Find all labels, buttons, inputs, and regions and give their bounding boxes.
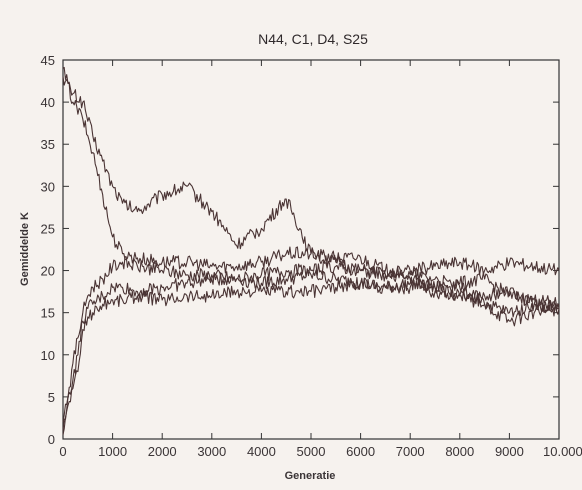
series-line: [62, 269, 560, 423]
y-tick-label: 45: [41, 53, 55, 68]
series-line: [62, 66, 560, 327]
y-tick-label: 10: [41, 348, 55, 363]
series-line: [62, 277, 560, 435]
x-tick-label: 4000: [247, 444, 276, 459]
x-tick-label: 9000: [495, 444, 524, 459]
y-tick-label: 20: [41, 264, 55, 279]
y-tick-label: 0: [48, 432, 55, 447]
y-tick-label: 40: [41, 95, 55, 110]
x-tick-label: 7000: [396, 444, 425, 459]
x-tick-label: 1000: [98, 444, 127, 459]
series-line: [62, 76, 560, 318]
x-tick-label: 3000: [197, 444, 226, 459]
x-tick-label: 0: [59, 444, 66, 459]
x-tick-label: 5000: [297, 444, 326, 459]
series-line: [62, 256, 560, 431]
series-layer: [62, 66, 560, 435]
y-tick-label: 15: [41, 306, 55, 321]
x-tick-label: 8000: [445, 444, 474, 459]
y-tick-label: 35: [41, 137, 55, 152]
x-tick-label: 10.000: [543, 444, 582, 459]
y-tick-label: 5: [48, 390, 55, 405]
chart-title: N44, C1, D4, S25: [258, 31, 368, 47]
y-axis: 0 5 10 15 20 25 30 35 40 45: [41, 53, 559, 447]
plot-frame: [62, 59, 560, 440]
x-axis: 0 1000 2000 3000 4000 5000 6000 7000 8000 9000 10.…: [59, 60, 582, 459]
y-tick-label: 30: [41, 179, 55, 194]
y-tick-label: 25: [41, 221, 55, 236]
x-tick-label: 6000: [346, 444, 375, 459]
y-axis-title: Gemiddelde K: [19, 212, 31, 286]
x-axis-title: Generatie: [285, 470, 336, 482]
x-tick-label: 2000: [148, 444, 177, 459]
